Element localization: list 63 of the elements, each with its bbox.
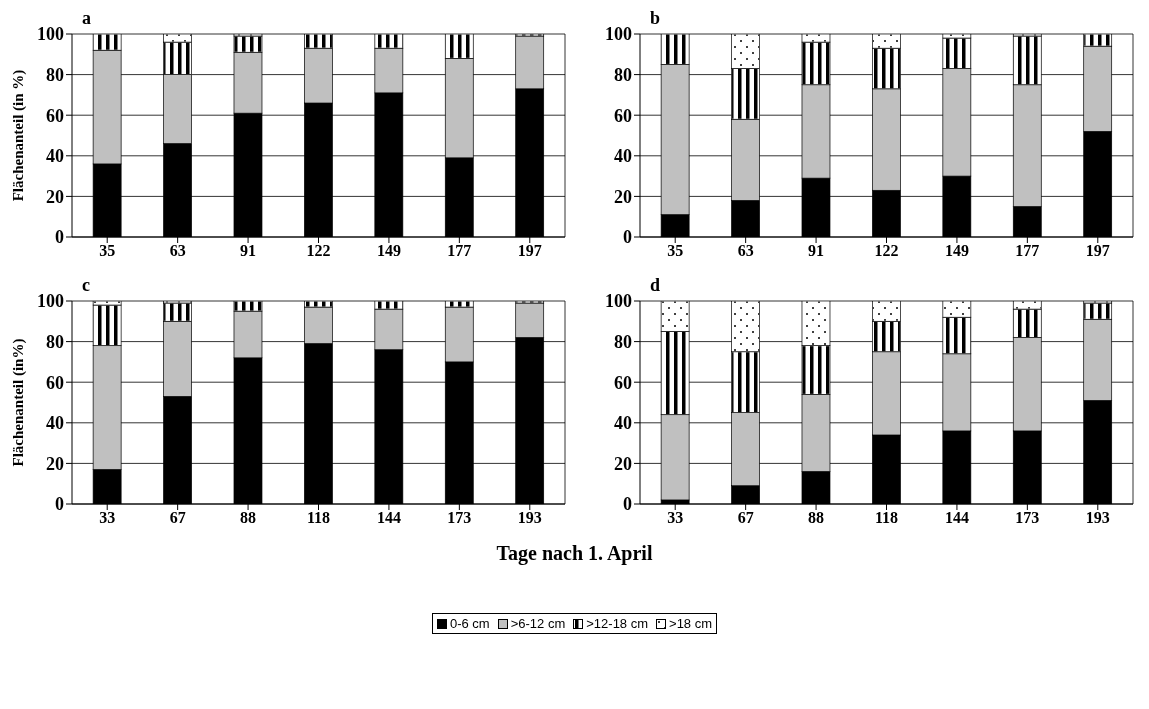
x-tick-label: 122 (306, 242, 331, 260)
x-tick-label: 149 (376, 242, 401, 260)
y-tick-label: 60 (46, 105, 64, 126)
y-tick-label: 100 (605, 24, 632, 45)
x-tick-label: 173 (447, 509, 472, 527)
x-tick-label: 67 (737, 509, 754, 527)
y-tick-label: 80 (46, 331, 64, 352)
x-tick-label: 193 (1085, 509, 1110, 527)
x-tick-label: 67 (169, 509, 186, 527)
legend-label: 0-6 cm (449, 616, 490, 631)
x-tick-label: 33 (99, 509, 116, 527)
y-tick-label: 60 (46, 372, 64, 393)
x-tick-label: 91 (240, 242, 257, 260)
x-tick-label: 88 (240, 509, 257, 527)
x-tick-label: 118 (874, 509, 899, 527)
y-axis-title: Flächenanteil (in %) (10, 69, 28, 202)
y-tick-label: 20 (614, 186, 632, 207)
x-tick-label: 144 (944, 509, 969, 527)
y-tick-label: 0 (623, 227, 632, 248)
y-tick-label: 40 (46, 413, 64, 434)
y-axis-title: Flächenanteil (in%) (10, 338, 28, 467)
x-tick-label: 91 (808, 242, 825, 260)
chart-title: b (650, 8, 661, 29)
x-tick-label: 173 (1015, 509, 1040, 527)
x-tick-label: 33 (667, 509, 684, 527)
x-tick-label: 177 (1015, 242, 1040, 260)
y-tick-label: 80 (46, 64, 64, 85)
y-tick-label: 40 (614, 413, 632, 434)
x-tick-label: 118 (306, 509, 331, 527)
y-tick-label: 20 (614, 453, 632, 474)
y-tick-label: 80 (614, 331, 632, 352)
legend-label: >6-12 cm (510, 616, 566, 631)
x-tick-label: 88 (808, 509, 825, 527)
y-tick-label: 80 (614, 64, 632, 85)
y-tick-label: 0 (55, 494, 64, 515)
x-tick-label: 144 (376, 509, 401, 527)
chart-title: a (82, 8, 91, 29)
x-tick-label: 197 (1085, 242, 1110, 260)
y-tick-label: 100 (37, 24, 64, 45)
x-tick-label: 197 (517, 242, 542, 260)
x-tick-label: 122 (874, 242, 899, 260)
legend-label: >12-18 cm (586, 616, 649, 631)
x-tick-label: 63 (737, 242, 754, 260)
y-tick-label: 100 (605, 291, 632, 312)
x-tick-label: 35 (99, 242, 116, 260)
y-tick-label: 40 (46, 146, 64, 167)
x-tick-label: 177 (447, 242, 472, 260)
y-tick-label: 60 (614, 372, 632, 393)
y-tick-label: 40 (614, 146, 632, 167)
chart-title: d (650, 275, 661, 296)
y-tick-label: 0 (623, 494, 632, 515)
y-tick-label: 20 (46, 186, 64, 207)
y-tick-label: 20 (46, 453, 64, 474)
chart-title: c (82, 275, 90, 296)
x-axis-title: Tage nach 1. April (495, 542, 654, 565)
y-tick-label: 100 (37, 291, 64, 312)
x-tick-label: 35 (667, 242, 684, 260)
x-tick-label: 193 (517, 509, 542, 527)
y-tick-label: 0 (55, 227, 64, 248)
legend-label: >18 cm (669, 616, 713, 631)
y-tick-label: 60 (614, 105, 632, 126)
x-tick-label: 63 (169, 242, 186, 260)
x-tick-label: 149 (944, 242, 969, 260)
